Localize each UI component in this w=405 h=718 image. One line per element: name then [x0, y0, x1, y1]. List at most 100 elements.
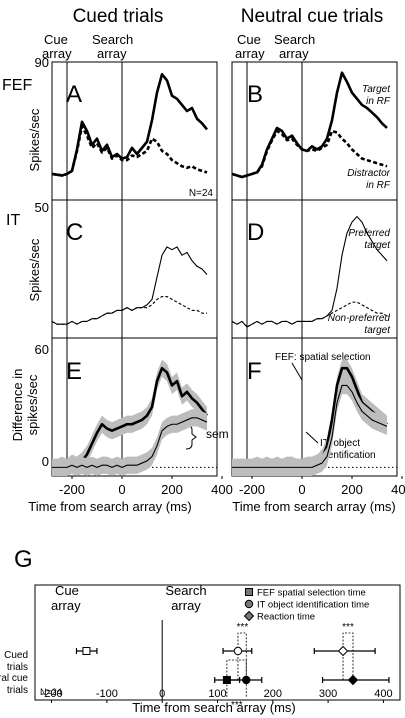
g-row-cued-2: trials — [7, 662, 28, 673]
g-significance-bracket — [237, 632, 247, 680]
ylabel-diff-line1: Difference in — [10, 369, 25, 442]
series-line-a-1 — [51, 125, 208, 177]
ytick-e-zero: 0 — [42, 454, 49, 469]
x-ticks-e: -200 0 200 400 — [59, 476, 233, 497]
series-line-c-0 — [51, 246, 208, 325]
panel-frames — [51, 61, 398, 477]
g-marker-circle — [242, 675, 251, 685]
panel-e-frame — [51, 337, 218, 477]
row-label-fef: FEF — [2, 77, 32, 94]
ylabel-diff-line2: spikes/sec — [25, 374, 40, 435]
xtick-label-e: 400 — [211, 482, 233, 497]
series-line-b-1 — [231, 129, 388, 179]
cue-array-label-line1: Cue — [44, 32, 68, 47]
label-preferred-2: target — [364, 240, 391, 251]
g-cue-label-1: Cue — [55, 583, 79, 598]
label-preferred-1: Preferred — [348, 228, 390, 239]
xtick-label-e: -200 — [59, 482, 85, 497]
g-significance-stars: *** — [231, 700, 243, 711]
series-line-d-1 — [231, 301, 388, 328]
panel-letter-b: B — [247, 81, 263, 108]
label-distractor-in-rf-2: in RF — [366, 180, 391, 191]
panel-letter-a: A — [66, 81, 82, 108]
legend-label: IT object identification time — [257, 600, 369, 611]
g-xtick-label: 300 — [319, 688, 337, 700]
g-row-cued-1: Cued — [4, 650, 28, 661]
g-cue-label-2: array — [51, 598, 81, 613]
label-it-object-2: identification — [320, 450, 376, 461]
legend-label: FEF spatial selection time — [257, 588, 366, 599]
search-array-label-line2: array — [97, 46, 127, 61]
panel-d-plot — [231, 200, 388, 338]
g-row-neutral-1: Neutral cue — [0, 673, 28, 684]
g-xtick-label: 200 — [264, 688, 282, 700]
search-array-label-line1: Search — [92, 32, 133, 47]
xtick-label-e: 0 — [118, 482, 125, 497]
g-marker-diamond — [347, 674, 359, 686]
cue-array-label-line1-b: Cue — [237, 32, 261, 47]
panel-f-plot — [232, 338, 397, 476]
n-note-top: N=24 — [189, 188, 214, 199]
sem-bracket — [185, 424, 197, 450]
sem-band-f-1 — [232, 376, 387, 476]
xtick-label-f: 0 — [298, 482, 305, 497]
label-nonpreferred-2: target — [364, 325, 391, 336]
g-xtick-label: 100 — [208, 688, 226, 700]
ytick-e-top: 60 — [35, 342, 49, 357]
series-line-f-1 — [232, 384, 388, 468]
g-row-neutral-2: trials — [7, 685, 28, 696]
g-marker-square — [82, 647, 91, 655]
label-nonpreferred-1: Non-preferred — [328, 313, 391, 324]
g-search-label-2: array — [171, 598, 201, 613]
search-array-label-line2-b: array — [279, 46, 309, 61]
g-xtick-label: 400 — [374, 688, 392, 700]
column-title-neutral: Neutral cue trials — [241, 6, 384, 27]
ylabel-fef: Spikes/sec — [27, 108, 42, 171]
xtick-label-e: 200 — [161, 482, 183, 497]
g-marker-diamond — [337, 645, 349, 657]
legend-label: Reaction time — [257, 612, 315, 623]
panel-letter-f: F — [247, 358, 262, 385]
column-title-cued: Cued trials — [73, 6, 164, 27]
g-significance-stars: *** — [342, 622, 354, 633]
g-search-label-1: Search — [165, 583, 206, 598]
label-sem: sem — [206, 427, 229, 441]
panel-e-plot — [52, 338, 217, 476]
label-target-in-rf-2: in RF — [366, 96, 391, 107]
cue-array-label-line2: array — [42, 46, 72, 61]
panel-letter-c: C — [66, 219, 83, 246]
series-line-c-1 — [51, 296, 207, 325]
g-xtick-label: -100 — [96, 688, 118, 700]
label-distractor-in-rf-1: Distractor — [347, 168, 390, 179]
legend-circle-icon — [244, 599, 254, 609]
panel-letter-d: D — [247, 219, 264, 246]
panel-letter-g: G — [14, 546, 33, 573]
ylabel-it: Spikes/sec — [27, 238, 42, 301]
legend-diamond-icon — [243, 610, 255, 622]
panel-a-plot — [51, 62, 209, 200]
series-line-a-0 — [51, 72, 209, 177]
xlabel-g: Time from search array (ms) — [132, 700, 295, 715]
cue-array-label-line2-b: array — [235, 46, 265, 61]
g-significance-bracket — [342, 632, 354, 680]
g-xtick-label: -200 — [41, 688, 63, 700]
xtick-label-f: 200 — [341, 482, 363, 497]
series-line-e-1 — [52, 417, 208, 468]
g-n-note: N=24 — [40, 687, 62, 697]
panel-f-frame — [231, 337, 398, 477]
xtick-label-f: 400 — [391, 482, 405, 497]
xtick-label-f: -200 — [239, 482, 265, 497]
ytick-a-top: 90 — [35, 55, 49, 70]
g-significance-stars: *** — [237, 622, 249, 633]
x-ticks-f: -200 0 200 400 — [239, 476, 405, 497]
g-xtick-label: 0 — [159, 688, 165, 700]
legend-square-icon — [245, 588, 253, 596]
panel-c-plot — [51, 200, 208, 338]
row-label-it: IT — [6, 212, 20, 229]
search-array-label-line1-b: Search — [274, 32, 315, 47]
xlabel-f: Time from search array (ms) — [232, 499, 395, 514]
g-marker-circle — [233, 646, 243, 656]
panel-b-plot — [231, 62, 388, 200]
label-target-in-rf-1: Target — [362, 84, 391, 95]
